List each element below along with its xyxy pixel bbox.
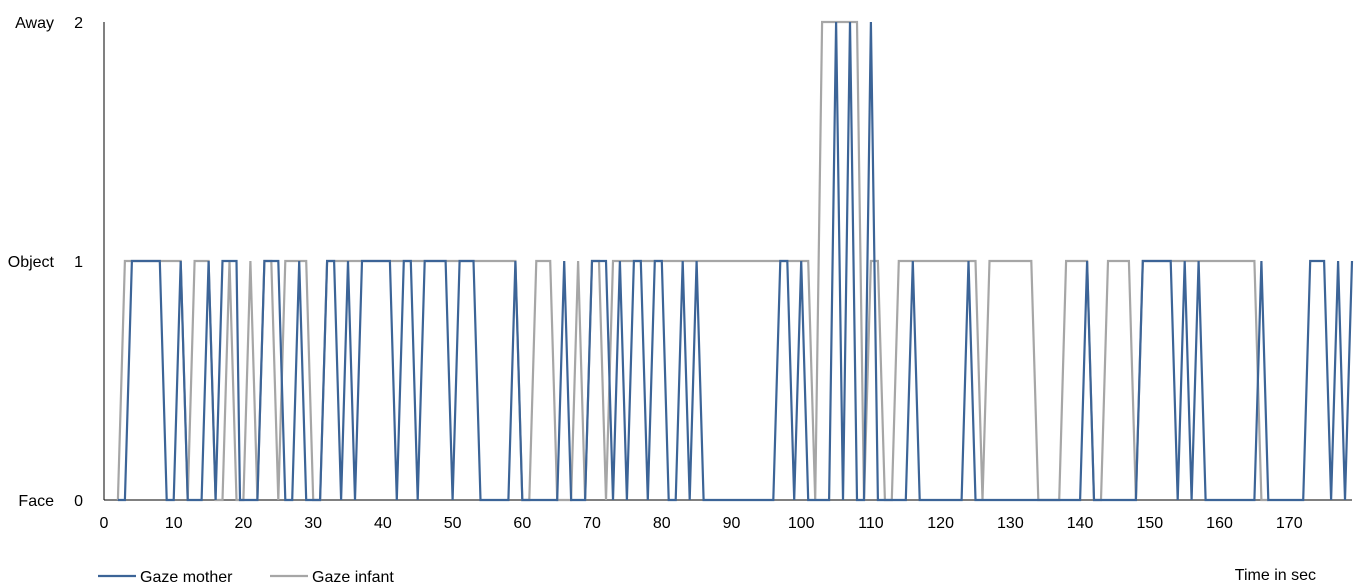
y-category-label: Object	[8, 254, 55, 271]
y-category-label: Away	[15, 15, 54, 32]
x-axis-title: Time in sec	[1235, 567, 1316, 584]
x-tick-label: 160	[1206, 515, 1233, 532]
series-line-gaze-infant	[116, 20, 1269, 502]
series-line-gaze-mother	[117, 21, 1354, 502]
x-tick-label: 90	[723, 515, 741, 532]
x-tick-label: 110	[858, 515, 884, 532]
x-tick-label: 100	[788, 515, 815, 532]
x-tick-label: 10	[165, 515, 183, 532]
x-tick-label: 150	[1136, 515, 1163, 532]
y-tick-label: 0	[74, 493, 83, 510]
y-tick-label: 1	[74, 254, 83, 271]
x-tick-label: 20	[235, 515, 253, 532]
y-category-label: Face	[18, 493, 54, 510]
legend-label-gaze-infant: Gaze infant	[312, 569, 394, 586]
x-tick-label: 120	[927, 515, 954, 532]
x-tick-label: 40	[374, 515, 392, 532]
x-tick-label: 0	[100, 515, 109, 532]
y-tick-label: 2	[74, 15, 83, 32]
x-tick-label: 30	[304, 515, 322, 532]
x-tick-label: 130	[997, 515, 1024, 532]
x-tick-label: 60	[513, 515, 531, 532]
x-tick-label: 170	[1276, 515, 1303, 532]
x-tick-label: 70	[583, 515, 601, 532]
legend-label-gaze-mother: Gaze mother	[140, 569, 233, 586]
x-tick-label: 80	[653, 515, 671, 532]
x-tick-label: 140	[1067, 515, 1094, 532]
x-tick-label: 50	[444, 515, 462, 532]
